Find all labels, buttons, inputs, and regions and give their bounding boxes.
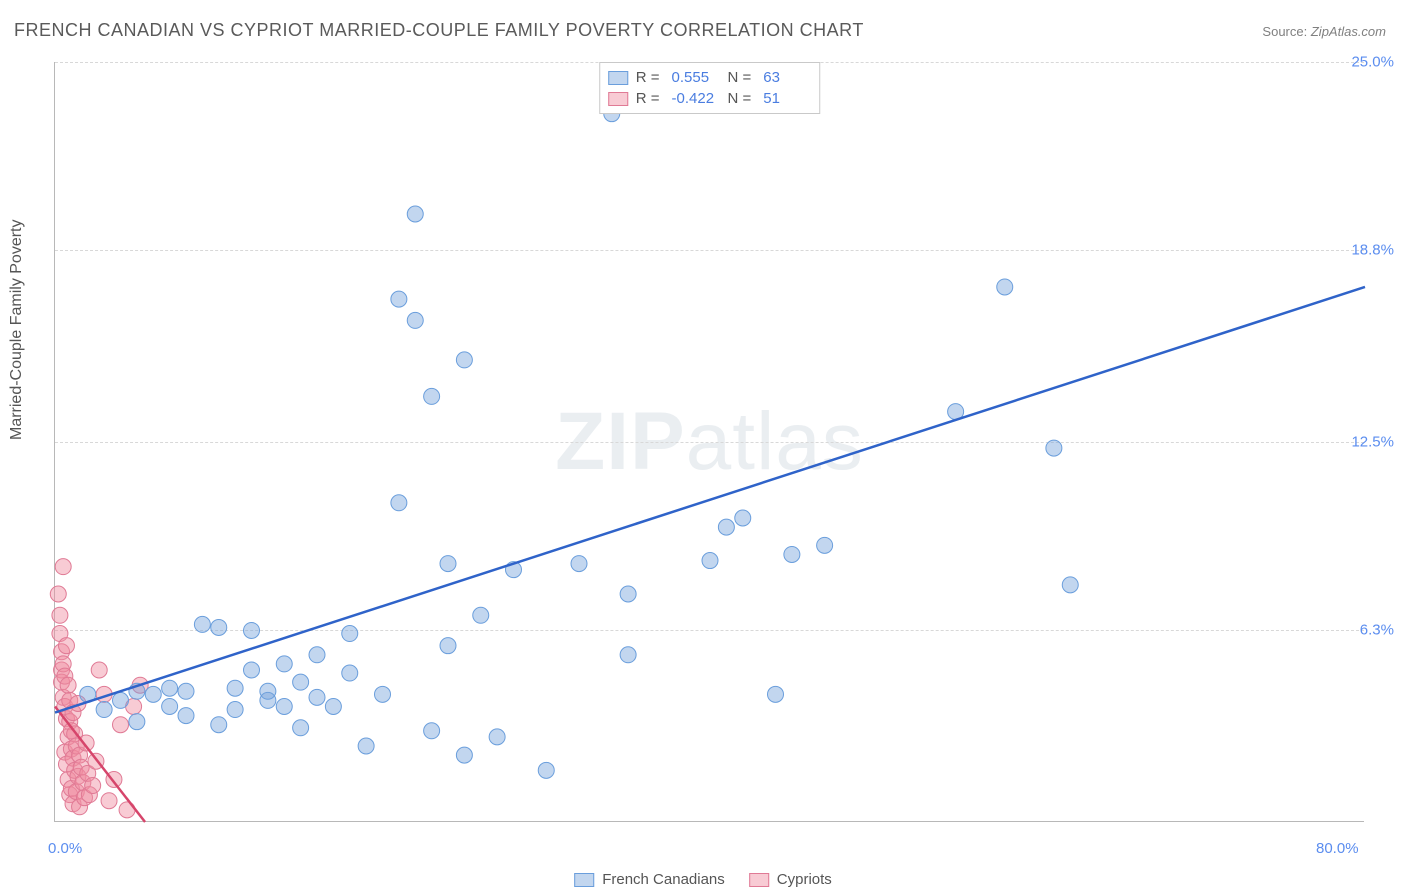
data-point [113, 692, 129, 708]
data-point [244, 662, 260, 678]
series-legend-label: Cypriots [777, 871, 832, 888]
data-point [91, 662, 107, 678]
data-point [571, 556, 587, 572]
data-point [96, 702, 112, 718]
data-point [620, 586, 636, 602]
y-tick-label: 6.3% [1360, 622, 1394, 639]
y-axis-label: Married-Couple Family Poverty [8, 219, 26, 440]
data-point [342, 626, 358, 642]
data-point [407, 312, 423, 328]
chart-title: FRENCH CANADIAN VS CYPRIOT MARRIED-COUPL… [14, 20, 864, 41]
y-tick-label: 12.5% [1351, 434, 1394, 451]
data-point [50, 586, 66, 602]
n-label: N = [728, 69, 752, 86]
data-point [620, 647, 636, 663]
data-point [342, 665, 358, 681]
data-point [276, 656, 292, 672]
data-point [244, 622, 260, 638]
r-value: -0.422 [672, 90, 720, 107]
source-citation: Source: ZipAtlas.com [1262, 24, 1386, 39]
data-point [260, 683, 276, 699]
data-point [702, 553, 718, 569]
r-label: R = [636, 90, 660, 107]
r-label: R = [636, 69, 660, 86]
y-tick-label: 18.8% [1351, 242, 1394, 259]
legend-swatch [608, 71, 628, 85]
legend-swatch [749, 873, 769, 887]
scatter-svg-layer [55, 62, 1364, 821]
data-point [375, 686, 391, 702]
n-value: 51 [763, 90, 811, 107]
source-label: Source: [1262, 24, 1307, 39]
data-point [211, 717, 227, 733]
data-point [162, 680, 178, 696]
data-point [391, 291, 407, 307]
series-legend-item: French Canadians [574, 871, 725, 888]
data-point [145, 686, 161, 702]
data-point [456, 352, 472, 368]
data-point [325, 698, 341, 714]
data-point [162, 698, 178, 714]
plot-area: ZIPatlas R =0.555N =63R =-0.422N =51 [54, 62, 1364, 822]
data-point [129, 714, 145, 730]
data-point [473, 607, 489, 623]
data-point [101, 793, 117, 809]
data-point [52, 607, 68, 623]
n-value: 63 [763, 69, 811, 86]
data-point [309, 689, 325, 705]
data-point [178, 683, 194, 699]
correlation-legend-row: R = -0.422 N = 51 [608, 88, 812, 109]
series-legend: French Canadians Cypriots [574, 871, 832, 888]
data-point [391, 495, 407, 511]
data-point [293, 720, 309, 736]
data-point [55, 559, 71, 575]
data-point [58, 638, 74, 654]
data-point [424, 388, 440, 404]
data-point [784, 546, 800, 562]
data-point [309, 647, 325, 663]
data-point [407, 206, 423, 222]
data-point [293, 674, 309, 690]
trend-line [55, 287, 1365, 713]
data-point [440, 638, 456, 654]
source-value: ZipAtlas.com [1311, 24, 1386, 39]
data-point [440, 556, 456, 572]
data-point [489, 729, 505, 745]
data-point [227, 702, 243, 718]
n-label: N = [728, 90, 752, 107]
legend-swatch [608, 92, 628, 106]
series-legend-label: French Canadians [602, 871, 725, 888]
data-point [211, 619, 227, 635]
y-tick-label: 25.0% [1351, 54, 1394, 71]
r-value: 0.555 [672, 69, 720, 86]
data-point [60, 677, 76, 693]
correlation-legend: R = 0.555 N = 63 R = -0.422 N = 51 [599, 62, 821, 114]
data-point [1062, 577, 1078, 593]
series-legend-item: Cypriots [749, 871, 832, 888]
legend-swatch [574, 873, 594, 887]
data-point [178, 708, 194, 724]
data-point [718, 519, 734, 535]
data-point [817, 537, 833, 553]
x-tick-label: 80.0% [1316, 840, 1359, 857]
data-point [456, 747, 472, 763]
data-point [1046, 440, 1062, 456]
data-point [276, 698, 292, 714]
data-point [358, 738, 374, 754]
data-point [194, 616, 210, 632]
data-point [113, 717, 129, 733]
data-point [424, 723, 440, 739]
correlation-legend-row: R = 0.555 N = 63 [608, 67, 812, 88]
data-point [85, 778, 101, 794]
data-point [735, 510, 751, 526]
data-point [997, 279, 1013, 295]
data-point [227, 680, 243, 696]
data-point [768, 686, 784, 702]
data-point [538, 762, 554, 778]
x-tick-label: 0.0% [48, 840, 82, 857]
